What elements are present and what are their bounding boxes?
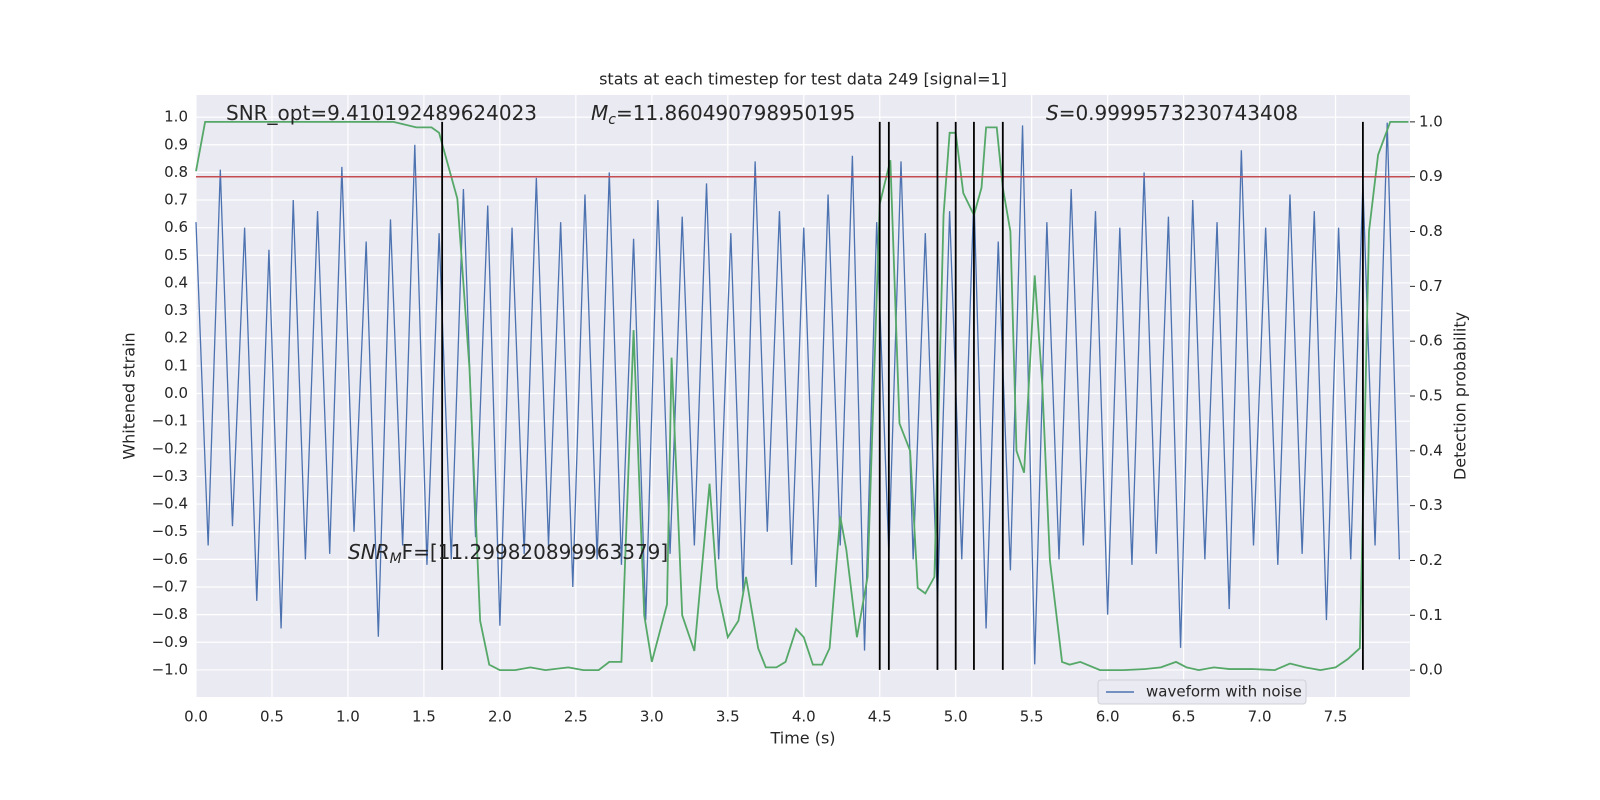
x-tick-label: 3.0 [640,708,664,726]
x-tick-label: 1.5 [412,708,436,726]
annotation: SNR_opt=9.410192489624023 [226,101,537,125]
y-axis-label: Whitened strain [120,332,139,459]
y-tick-label: 0.1 [164,356,188,374]
legend: waveform with noise [1097,679,1307,705]
y2-tick-label: 0.0 [1419,661,1443,679]
y-tick-label: −0.5 [152,522,188,540]
y2-tick-label: 0.1 [1419,606,1443,624]
y-tick-label: 0.4 [164,273,188,291]
y-tick-label: 0.2 [164,329,188,347]
x-tick-label: 5.0 [944,708,968,726]
y2-tick-label: 0.7 [1419,277,1443,295]
y-tick-label: −0.8 [152,605,188,623]
x-tick-label: 4.5 [868,708,892,726]
y2-tick-label: 0.2 [1419,551,1443,569]
x-tick-label: 3.5 [716,708,740,726]
x-tick-label: 7.0 [1248,708,1272,726]
x-tick-label: 2.0 [488,708,512,726]
y-tick-label: 0.7 [164,191,188,209]
x-tick-label: 0.5 [260,708,284,726]
y-tick-label: −0.1 [152,412,188,430]
y2-tick-label: 1.0 [1419,112,1443,130]
y-tick-label: 0.6 [164,218,188,236]
y-tick-label: −0.7 [152,577,188,595]
y-tick-label: 0.9 [164,135,188,153]
y-tick-label: 0.0 [164,384,188,402]
annotation-part: =0.9999573230743408 [1059,101,1298,125]
y-tick-label: 0.5 [164,246,188,264]
y2-tick-label: 0.6 [1419,332,1443,350]
annotation-part: M [390,551,402,567]
annotation-part: SNR [348,540,390,564]
y-tick-label: −0.9 [152,633,188,651]
y-tick-label: −0.2 [152,439,188,457]
annotation-part: c [608,112,616,128]
annotation-part: M [591,101,608,125]
y2-tick-label: 0.9 [1419,167,1443,185]
annotation-part: =11.860490798950195 [616,101,855,125]
legend-box [1097,679,1307,705]
plot-area [196,95,1410,697]
annotation-part: SNR_opt=9.410192489624023 [226,101,537,125]
x-tick-label: 6.0 [1096,708,1120,726]
y-tick-label: −1.0 [152,660,188,678]
y2-tick-label: 0.5 [1419,387,1443,405]
chart-title: stats at each timestep for test data 249… [599,70,1007,89]
x-axis-label: Time (s) [769,729,835,748]
annotation: S=0.9999573230743408 [1046,101,1298,125]
x-tick-label: 4.0 [792,708,816,726]
y2-axis-label: Detection probability [1451,312,1470,480]
series-line [195,122,1401,665]
x-tick-label: 6.5 [1172,708,1196,726]
x-tick-label: 1.0 [336,708,360,726]
annotation: Mc=11.860490798950195 [591,101,855,129]
y-tick-label: −0.4 [152,495,188,513]
y2-tick-label: 0.8 [1419,222,1443,240]
y-tick-label: 0.8 [164,163,188,181]
annotation-part: S [1046,101,1059,125]
legend-label: waveform with noise [1146,683,1302,701]
y-tick-label: 1.0 [164,108,188,126]
y-tick-label: −0.6 [152,550,188,568]
x-tick-label: 0.0 [184,708,208,726]
annotation: SNRMF=[11.299820899963379] [348,540,668,568]
y-tick-label: 0.3 [164,301,188,319]
series-line [195,120,1409,672]
x-tick-label: 2.5 [564,708,588,726]
y2-tick-label: 0.3 [1419,496,1443,514]
x-tick-label: 7.5 [1324,708,1348,726]
y-tick-label: −0.3 [152,467,188,485]
y2-tick-label: 0.4 [1419,441,1443,459]
annotation-part: F=[11.299820899963379] [402,540,669,564]
x-tick-label: 5.5 [1020,708,1044,726]
